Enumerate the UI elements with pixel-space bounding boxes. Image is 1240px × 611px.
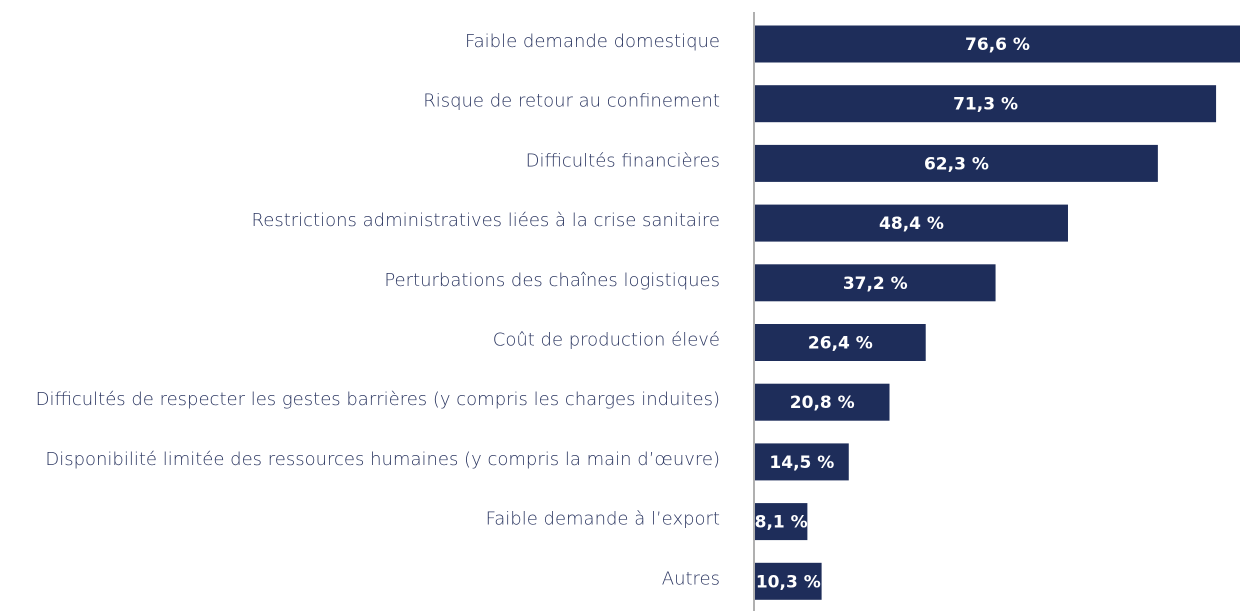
category-label: Difficultés financières	[526, 150, 720, 171]
bar	[755, 324, 926, 361]
bar	[755, 503, 808, 541]
category-label: Faible demande domestique	[465, 31, 720, 52]
value-label: 20,8 %	[790, 393, 855, 413]
category-label: Disponibilité limitée des ressources hum…	[45, 449, 720, 470]
bar	[755, 204, 1068, 242]
value-label: 76,6 %	[965, 35, 1030, 55]
bar	[755, 562, 822, 600]
category-label: Difficultés de respecter les gestes barr…	[36, 389, 720, 410]
category-label: Faible demande à l’export	[486, 509, 720, 530]
bar	[755, 443, 849, 481]
value-label: 62,3 %	[924, 154, 989, 174]
bar	[755, 25, 1240, 63]
category-label: Perturbations des chaînes logistiques	[384, 270, 720, 291]
value-label: 48,4 %	[879, 214, 944, 234]
value-label: 37,2 %	[843, 274, 908, 294]
category-label: Autres	[662, 568, 720, 589]
value-label: 26,4 %	[808, 334, 873, 354]
bar	[755, 144, 1158, 182]
bar	[755, 85, 1217, 123]
value-label: 14,5 %	[769, 453, 834, 473]
bar	[755, 264, 996, 302]
category-label: Restrictions administratives liées à la …	[252, 210, 720, 231]
value-label: 10,3 %	[756, 572, 821, 592]
category-label: Risque de retour au confinement	[423, 91, 720, 112]
value-label: 8,1 %	[755, 513, 808, 533]
value-label: 71,3 %	[953, 95, 1018, 115]
category-label: Coût de production élevé	[493, 330, 720, 351]
bar	[755, 383, 890, 421]
